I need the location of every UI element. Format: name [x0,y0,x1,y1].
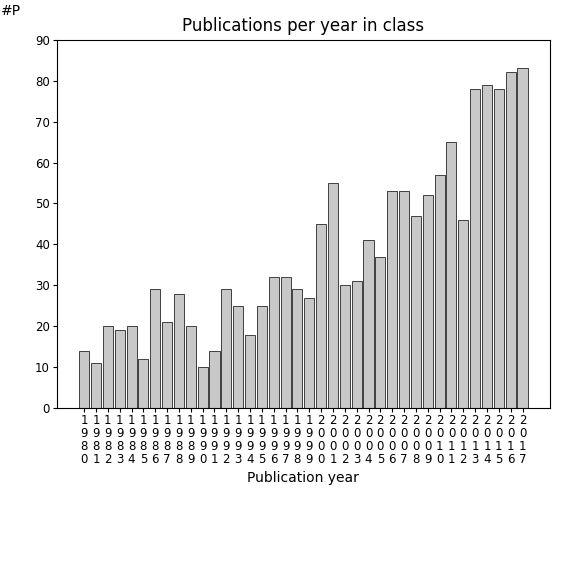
Bar [257,306,267,408]
Bar [221,290,231,408]
Bar [363,240,374,408]
Bar [162,322,172,408]
Bar [138,359,149,408]
Bar [423,195,433,408]
Bar [340,285,350,408]
Bar [387,191,397,408]
Bar [245,335,255,408]
Bar [482,84,492,408]
X-axis label: Publication year: Publication year [247,471,359,485]
Bar [328,183,338,408]
Bar [458,220,468,408]
Bar [446,142,456,408]
Bar [126,327,137,408]
Bar [434,175,445,408]
Bar [518,69,527,408]
Bar [79,351,89,408]
Bar [375,257,386,408]
Bar [174,294,184,408]
Bar [115,331,125,408]
Bar [411,216,421,408]
Bar [198,367,208,408]
Bar [304,298,314,408]
Bar [494,89,504,408]
Bar [506,73,516,408]
Bar [293,290,302,408]
Bar [269,277,279,408]
Bar [103,327,113,408]
Bar [209,351,219,408]
Bar [399,191,409,408]
Bar [91,363,101,408]
Bar [233,306,243,408]
Bar [352,281,362,408]
Bar [150,290,160,408]
Bar [470,89,480,408]
Title: Publications per year in class: Publications per year in class [182,18,425,35]
Bar [316,224,326,408]
Bar [281,277,291,408]
Text: #P: #P [1,4,22,18]
Bar [186,327,196,408]
